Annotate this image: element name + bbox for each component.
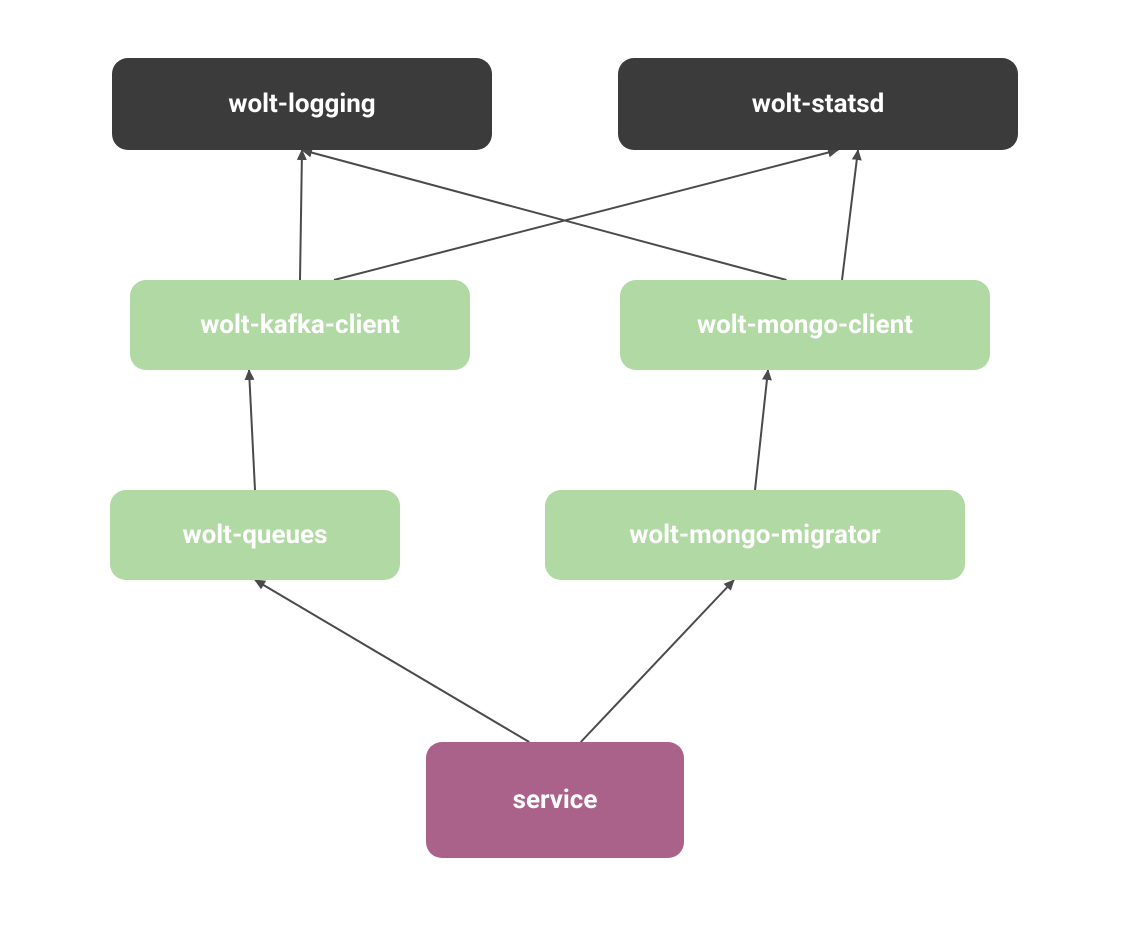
node-wolt-mongo-client: wolt-mongo-client — [620, 280, 990, 370]
edge-service-to-wolt-mongo-migrator — [581, 580, 734, 742]
edge-wolt-mongo-client-to-wolt-statsd — [842, 150, 858, 280]
edge-wolt-kafka-client-to-wolt-logging — [300, 150, 302, 280]
node-wolt-queues: wolt-queues — [110, 490, 400, 580]
node-wolt-kafka-client: wolt-kafka-client — [130, 280, 470, 370]
node-label: wolt-statsd — [752, 89, 885, 119]
node-label: wolt-kafka-client — [200, 310, 400, 340]
node-wolt-logging: wolt-logging — [112, 58, 492, 150]
node-label: service — [513, 785, 598, 815]
node-label: wolt-mongo-client — [697, 310, 913, 340]
edge-service-to-wolt-queues — [255, 580, 529, 742]
node-label: wolt-mongo-migrator — [629, 520, 880, 550]
node-label: wolt-logging — [228, 89, 375, 119]
node-wolt-statsd: wolt-statsd — [618, 58, 1018, 150]
node-label: wolt-queues — [183, 520, 328, 550]
edge-wolt-queues-to-wolt-kafka-client — [249, 370, 255, 490]
node-service: service — [426, 742, 684, 858]
edge-wolt-mongo-migrator-to-wolt-mongo-client — [755, 370, 768, 490]
edge-wolt-kafka-client-to-wolt-statsd — [334, 150, 838, 280]
dependency-diagram: wolt-logging wolt-statsd wolt-kafka-clie… — [0, 0, 1128, 928]
edge-wolt-mongo-client-to-wolt-logging — [302, 150, 787, 280]
node-wolt-mongo-migrator: wolt-mongo-migrator — [545, 490, 965, 580]
